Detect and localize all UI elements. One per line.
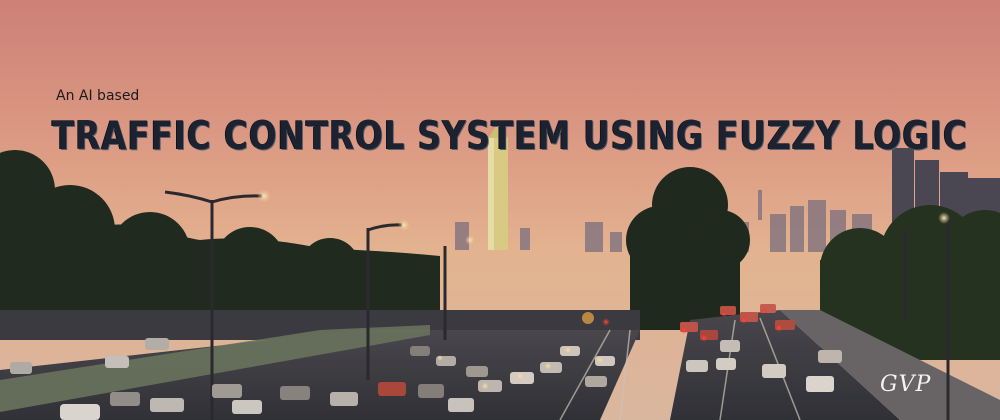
- subtitle: An AI based: [56, 88, 140, 104]
- obelisk: [488, 124, 508, 250]
- banner-title: TRAFFIC CONTROL SYSTEM USING FUZZY LOGIC: [52, 114, 968, 159]
- center-tree: [626, 167, 750, 330]
- right-sidewalk: [780, 310, 1000, 420]
- graffiti-wall: [0, 325, 430, 412]
- signature-logo: GVP: [880, 372, 932, 397]
- tail-lights: [582, 308, 783, 342]
- street-lamps: [164, 190, 950, 420]
- left-traffic: [10, 338, 615, 420]
- lamp-glows: [257, 189, 950, 245]
- left-trees: [0, 150, 440, 330]
- headlights: [437, 346, 604, 390]
- left-highway: [0, 330, 640, 420]
